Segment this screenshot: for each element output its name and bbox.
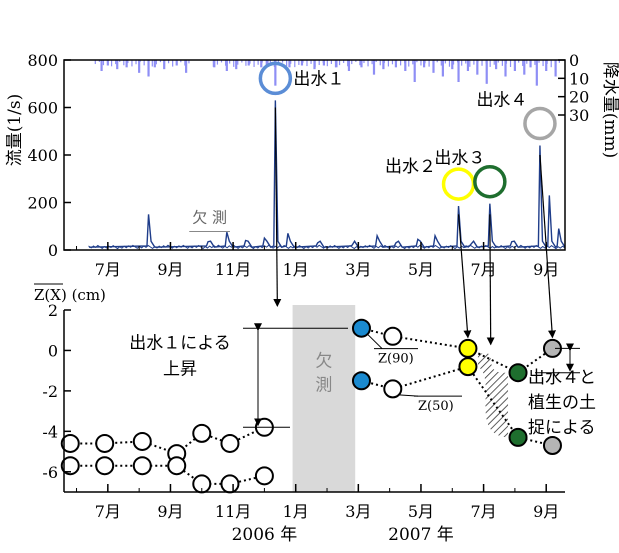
connector-arrow xyxy=(457,214,472,339)
flow-y-tick-label: 600 xyxy=(27,99,58,118)
bed-point xyxy=(508,363,528,383)
bed-x-tick-label: 1月 xyxy=(283,502,309,521)
event-circle xyxy=(523,106,557,141)
bed-point xyxy=(192,423,212,443)
z50-label: Z(50) xyxy=(418,399,454,414)
bed-panel-axes: 2 0 -2 -4 -6 7月 9月 11月 1月 3月 5月 7月 9月 2006 年 2007 年 xyxy=(42,301,565,545)
flow-x-tick-label: 7月 xyxy=(95,260,121,279)
event-connector-arrows xyxy=(273,107,556,346)
rain-y-tick-label: 30 xyxy=(569,106,589,125)
bed-x-tick-label: 7月 xyxy=(470,502,496,521)
change-hatched-band xyxy=(477,352,509,438)
flow-missing-label: 欠 測 xyxy=(192,209,227,227)
bed-point xyxy=(220,433,240,453)
bed-missing-label-line: 欠 xyxy=(315,352,332,372)
bed-point xyxy=(167,456,187,476)
event-circle xyxy=(473,164,507,199)
year-label: 2006 年 xyxy=(232,525,298,545)
bed-point xyxy=(95,456,115,476)
event4-annotation-line: 出水４と xyxy=(528,368,596,388)
bed-point xyxy=(132,456,152,476)
year-label: 2007 年 xyxy=(388,525,454,545)
bed-point xyxy=(254,466,274,486)
event-label: 出水３ xyxy=(434,149,485,169)
bed-point xyxy=(351,318,371,338)
rain-y-tick-label: 10 xyxy=(569,69,589,88)
flow-series xyxy=(88,100,566,250)
bed-missing-region xyxy=(292,305,356,492)
bed-point xyxy=(132,431,152,451)
flow-y-tick-label: 200 xyxy=(27,194,58,213)
event4-annotation-line: 植生の土 xyxy=(528,393,596,413)
flow-noise xyxy=(88,244,565,250)
bed-point xyxy=(458,357,478,377)
bed-y-tick-label: -4 xyxy=(42,422,58,441)
flow-y-tick-label: 800 xyxy=(27,51,58,70)
bed-y-tick-label: -2 xyxy=(42,382,58,401)
flow-x-tick-label: 3月 xyxy=(345,260,371,279)
bed-point xyxy=(220,474,240,494)
bed-x-tick-label: 7月 xyxy=(95,502,121,521)
flow-x-tick-label: 5月 xyxy=(408,260,434,279)
bed-y-tick-label: -6 xyxy=(42,463,58,482)
bed-series-points xyxy=(60,318,562,494)
event4-annotation-line: 捉による xyxy=(528,418,596,438)
bed-point xyxy=(542,435,562,455)
flow-line xyxy=(89,100,566,249)
flow-x-tick-label: 9月 xyxy=(157,260,183,279)
bed-point xyxy=(508,427,528,447)
event-label: 出水１ xyxy=(293,69,344,89)
flow-x-tick-label: 9月 xyxy=(533,260,559,279)
bed-elevation-panel: 欠測 2 0 -2 -4 -6 7月 9月 11月 1月 3月 5月 7月 9月 2006 年 2007 年… xyxy=(34,283,596,545)
event-circle xyxy=(258,61,293,96)
flow-x-tick-label: 1月 xyxy=(283,260,309,279)
bed-point xyxy=(383,379,403,399)
rain-y-tick-label: 20 xyxy=(569,88,589,107)
bed-point xyxy=(95,433,115,453)
rise1-annotation-line: 上昇 xyxy=(163,359,197,379)
flow-x-tick-label: 11月 xyxy=(215,260,251,279)
bed-y-tick-label: 2 xyxy=(48,301,58,320)
bed-point xyxy=(458,338,478,358)
bed-x-tick-label: 9月 xyxy=(157,502,183,521)
flow-y-tick-label: 400 xyxy=(27,146,58,165)
bed-x-tick-label: 5月 xyxy=(408,502,434,521)
bed-x-tick-label: 11月 xyxy=(215,502,251,521)
rainfall-y-axis-label: 降水量(mm) xyxy=(600,62,619,159)
flow-x-tick-label: 7月 xyxy=(470,260,496,279)
bed-point xyxy=(60,433,80,453)
flow-y-axis-label: 流量(1/s) xyxy=(5,94,25,167)
bed-x-tick-label: 9月 xyxy=(533,502,559,521)
rain-y-tick-label: 0 xyxy=(569,51,579,70)
bed-point xyxy=(60,456,80,476)
bed-series-line xyxy=(361,327,554,374)
z90-label: Z(90) xyxy=(378,352,414,367)
flow-y-tick-label: 0 xyxy=(48,241,58,260)
bed-missing-label: 欠測 xyxy=(315,352,332,396)
event-label: 出水４ xyxy=(476,91,527,111)
bed-missing-label-line: 測 xyxy=(315,376,332,396)
bed-x-tick-label: 3月 xyxy=(345,502,371,521)
event-label: 出水２ xyxy=(385,157,436,177)
rise1-annotation-line: 出水１による xyxy=(129,333,231,353)
connector-arrow xyxy=(273,107,282,307)
connector-arrow xyxy=(539,154,556,339)
bed-point xyxy=(351,371,371,391)
z90-leader xyxy=(367,333,383,349)
connector-arrow xyxy=(486,214,495,346)
bed-y-axis-label: Z(X) (cm) xyxy=(34,286,106,304)
bed-point xyxy=(383,326,403,346)
event-circle xyxy=(441,167,476,201)
bed-y-tick-label: 0 xyxy=(48,341,58,360)
